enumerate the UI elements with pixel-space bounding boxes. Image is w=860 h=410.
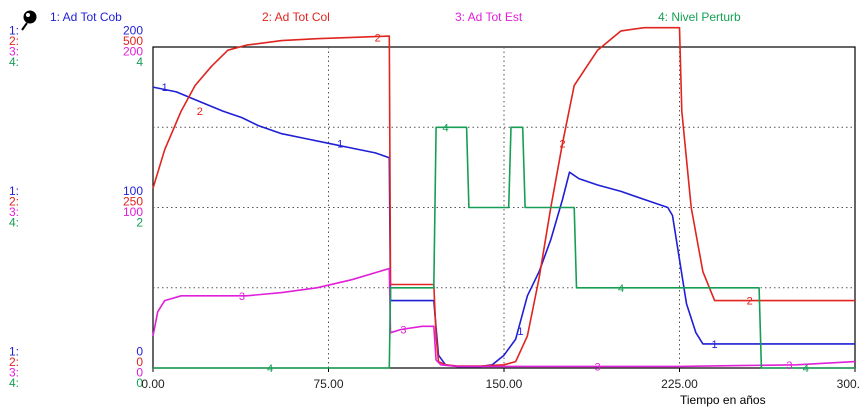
scale-value: 100 [123,184,143,198]
series-line-4 [153,126,855,369]
series-marker-2: 2 [559,138,565,150]
scale-series-label: 4: [9,215,19,229]
scale-labels: 1: 200 2: 500 3: 200 4: 4 1: 100 2: 250 3: 100 4: 2 1: 0 2… [9,23,143,390]
scale-value: 100 [123,205,143,219]
scale-series-label: 1: [9,23,19,37]
scale-series-label: 2: [9,194,19,208]
x-tick-label: 150.00 [486,377,523,391]
scale-value: 250 [123,194,143,208]
scale-series-label: 3: [9,44,19,58]
legend-entry-4: 4: Nivel Perturb [658,10,741,24]
series-line-2 [152,26,855,367]
scale-series-label: 1: [9,184,19,198]
series-marker-1: 1 [712,339,718,351]
scale-value: 0 [136,344,143,358]
x-tick-label: 225.00 [661,377,698,391]
series-marker-4: 4 [803,363,809,375]
scale-series-label: 3: [9,365,19,379]
x-axis-label: Tiempo en años [680,393,766,407]
x-tick-label: 300.00 [837,377,860,391]
legend-entry-1: 1: Ad Tot Cob [50,10,122,24]
series-marker-3: 3 [239,291,245,303]
series-marker-2: 2 [197,106,203,118]
scale-series-label: 3: [9,205,19,219]
series-marker-4: 4 [442,122,448,134]
series-lines [152,26,856,369]
series-marker-3: 3 [400,324,406,336]
scale-value: 200 [123,44,143,58]
series-line-3 [152,267,856,368]
scale-series-label: 4: [9,376,19,390]
series-marker-4: 4 [267,363,273,375]
series-marker-4: 4 [618,283,624,295]
series-marker-1: 1 [162,82,168,94]
scale-value: 500 [123,34,143,48]
scale-series-label: 4: [9,55,19,69]
x-tick-label: 75.00 [313,377,343,391]
pin-icon[interactable] [21,10,37,31]
x-tick-label: 0.00 [141,377,165,391]
scale-value: 0 [136,376,143,390]
legend: 1: Ad Tot Cob 2: Ad Tot Col 3: Ad Tot Es… [21,10,741,31]
scale-value: 0 [136,355,143,369]
series-marker-3: 3 [595,361,601,373]
scale-value: 2 [136,215,143,229]
x-tick-labels: 0.00 75.00 150.00 225.00 300.00 [141,368,860,391]
scale-value: 200 [123,23,143,37]
legend-entry-2: 2: Ad Tot Col [262,10,330,24]
scale-value: 0 [136,365,143,379]
legend-entry-3: 3: Ad Tot Est [455,10,523,24]
series-marker-1: 1 [337,138,343,150]
series-marker-2: 2 [747,296,753,308]
scale-value: 4 [136,55,143,69]
scale-series-label: 2: [9,34,19,48]
series-marker-2: 2 [375,32,381,44]
series-marker-3: 3 [786,360,792,372]
scale-series-label: 2: [9,355,19,369]
scale-series-label: 1: [9,344,19,358]
series-marker-1: 1 [517,326,523,338]
